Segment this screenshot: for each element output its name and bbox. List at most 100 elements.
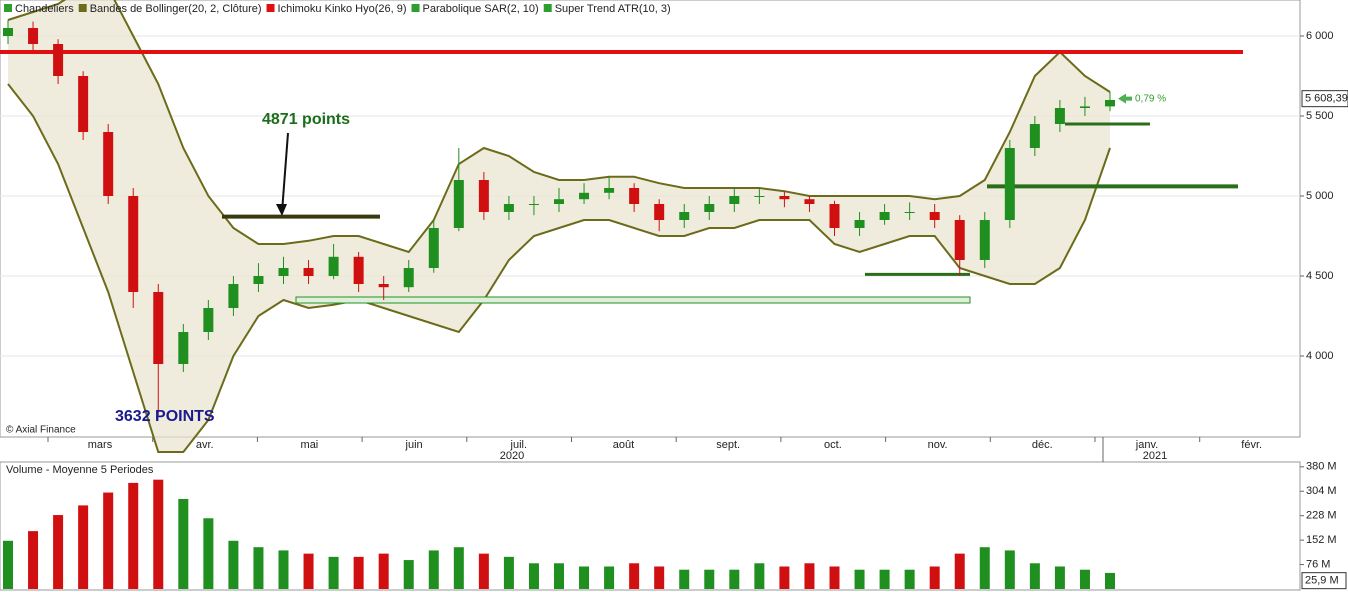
volume-bar — [779, 566, 790, 589]
change-label: 0,79 % — [1135, 93, 1166, 104]
x-tick-label: févr. — [1241, 439, 1262, 451]
candle-body — [679, 212, 690, 220]
volume-bar — [153, 479, 164, 589]
bollinger-band — [8, 0, 1110, 452]
candle-body — [929, 212, 940, 220]
change-arrow — [1118, 93, 1132, 104]
candle-body — [3, 28, 13, 36]
volume-bar — [128, 482, 139, 589]
volume-bar — [28, 531, 39, 589]
candle-body — [178, 332, 189, 364]
credit: © Axial Finance — [6, 425, 76, 436]
y-tick-label: 4 000 — [1306, 350, 1334, 362]
candle-body — [554, 199, 564, 204]
candle-body — [979, 220, 990, 260]
candle-body — [729, 196, 740, 204]
x-tick-label: juin — [405, 439, 423, 451]
x-tick-label: août — [613, 439, 634, 451]
volume-bar — [704, 569, 715, 589]
legend-swatch — [4, 4, 12, 12]
volume-bar — [629, 563, 640, 589]
candle-body — [954, 220, 965, 260]
volume-bar — [904, 569, 915, 589]
legend-swatch — [543, 4, 552, 12]
candle-body — [253, 276, 264, 284]
volume-bar — [954, 553, 965, 589]
candle-body — [654, 204, 665, 220]
candle-body — [629, 188, 640, 204]
volume-bar — [503, 556, 514, 589]
level-box — [295, 296, 971, 304]
volume-bar — [1054, 566, 1065, 589]
candle-body — [579, 192, 590, 200]
volume-bar — [754, 563, 765, 589]
price-label: 5 608,39 — [1305, 93, 1348, 105]
y-tick-label: 152 M — [1306, 534, 1337, 546]
volume-bar — [103, 492, 114, 589]
volume-title: Volume - Moyenne 5 Periodes — [6, 464, 154, 476]
candle-body — [278, 268, 289, 276]
candle-body — [203, 308, 214, 332]
x-tick-label: mars — [88, 439, 113, 451]
candle-body — [904, 212, 915, 213]
legend-label: Ichimoku Kinko Hyo(26, 9) — [278, 3, 407, 15]
volume-panel — [0, 461, 1301, 591]
y-tick-label: 76 M — [1306, 558, 1330, 570]
bollinger-line — [7, 0, 1111, 254]
volume-bar — [178, 498, 189, 589]
candle-body — [1079, 106, 1090, 108]
candle-body — [378, 284, 389, 288]
candle-body — [403, 268, 414, 288]
candle-body — [1004, 148, 1015, 220]
y-tick-label: 380 M — [1306, 461, 1337, 473]
volume-bar — [1004, 550, 1015, 589]
candle-body — [1029, 124, 1040, 148]
candle-body — [779, 196, 790, 200]
candle-body — [153, 292, 164, 364]
x-tick-label: nov. — [928, 439, 948, 451]
candle-body — [328, 256, 339, 276]
arrow — [281, 132, 289, 213]
volume-bar — [1079, 569, 1090, 589]
candle-body — [453, 180, 464, 228]
candle-body — [78, 76, 89, 132]
volume-bar — [679, 569, 690, 589]
candle-body — [804, 199, 815, 204]
volume-bar — [654, 566, 665, 589]
annotation: 3632 POINTS — [115, 408, 215, 425]
volume-bar — [3, 540, 13, 589]
volume-bar — [228, 540, 239, 589]
volume-bar — [1105, 572, 1115, 589]
volume-bar — [378, 553, 389, 589]
year-label: 2021 — [1143, 450, 1167, 462]
candle-body — [478, 180, 489, 212]
volume-bar — [78, 505, 89, 589]
legend-label: Chandeliers — [15, 3, 74, 15]
volume-bar — [854, 569, 865, 589]
volume-bar — [303, 553, 314, 589]
volume-bar — [453, 547, 464, 589]
volume-bar — [604, 566, 615, 589]
volume-bar — [403, 560, 414, 589]
candle-body — [428, 228, 439, 268]
volume-bar — [53, 515, 64, 589]
volume-bar — [328, 556, 339, 589]
candle-body — [1054, 108, 1065, 124]
x-tick-label: avr. — [196, 439, 214, 451]
volume-bar — [253, 547, 264, 589]
volume-bar — [729, 569, 740, 589]
candle-body — [353, 256, 364, 284]
y-tick-label: 5 000 — [1306, 190, 1334, 202]
y-tick-label: 304 M — [1306, 485, 1337, 497]
y-tick-label: 5 500 — [1306, 110, 1334, 122]
price-tag — [1301, 90, 1348, 108]
candle-body — [103, 132, 114, 196]
volume-last-label: 25,9 M — [1305, 575, 1339, 587]
x-tick-label: sept. — [716, 439, 740, 451]
volume-bar — [554, 563, 564, 589]
volume-bar — [879, 569, 890, 589]
candle-body — [704, 204, 715, 212]
volume-bar — [1029, 563, 1040, 589]
volume-bar — [804, 563, 815, 589]
x-tick-label: oct. — [824, 439, 842, 451]
